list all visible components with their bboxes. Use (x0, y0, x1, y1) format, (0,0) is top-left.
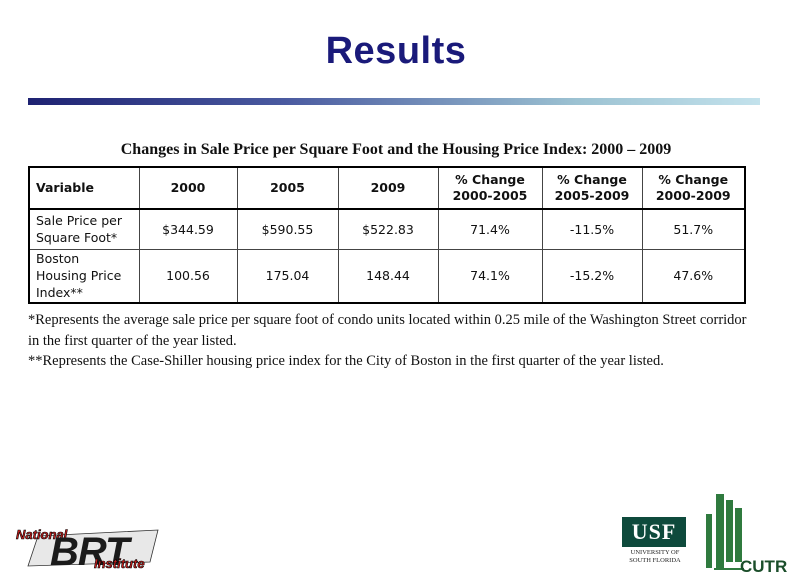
cutr-logo: CUTR (706, 494, 787, 574)
cell-value: 175.04 (236, 248, 339, 304)
cell-value: 74.1% (437, 248, 543, 304)
brt-logo-national-text: National (16, 527, 68, 542)
header-2005: 2005 (236, 166, 339, 210)
cell-value: $590.55 (236, 208, 339, 250)
header-2009: 2009 (337, 166, 439, 210)
national-brt-institute-logo: National BRT Institute (16, 527, 159, 572)
header-change-2005-2009: % Change 2005-2009 (541, 166, 643, 210)
header-change-2000-2009: % Change 2000-2009 (641, 166, 746, 210)
footnote-sale-price: *Represents the average sale price per s… (28, 312, 747, 349)
cutr-logo-bar (726, 500, 733, 562)
table-caption: Changes in Sale Price per Square Foot an… (120, 141, 672, 158)
cutr-logo-base (714, 568, 744, 570)
footnotes: *Represents the average sale price per s… (28, 310, 748, 372)
cell-value: -15.2% (541, 248, 643, 304)
cell-value: $522.83 (337, 208, 439, 250)
price-change-table: Variable 2000 2005 2009 % Change 2000-200… (28, 166, 746, 304)
title-divider-bar (28, 98, 760, 105)
brt-logo-institute-text: Institute (94, 556, 145, 571)
cell-value: 51.7% (641, 208, 746, 250)
cell-value: $344.59 (138, 208, 238, 250)
cell-value: 100.56 (138, 248, 238, 304)
row-label-housing-index: Boston Housing Price Index** (28, 248, 140, 304)
cell-value: 148.44 (337, 248, 439, 304)
header-change-2000-2005: % Change 2000-2005 (437, 166, 543, 210)
cutr-logo-bar (706, 514, 712, 568)
usf-logo-mark: USF (622, 517, 686, 547)
table-row: Boston Housing Price Index** 100.56 175.04… (28, 248, 746, 304)
row-label-sale-price: Sale Price per Square Foot* (28, 208, 140, 250)
cell-value: 47.6% (641, 248, 746, 304)
footnote-housing-index: **Represents the Case-Shiller housing pr… (28, 353, 664, 369)
cell-value: 71.4% (437, 208, 543, 250)
slide-title: Results (325, 30, 467, 72)
cutr-logo-bar (716, 494, 724, 568)
usf-logo: USF UNIVERSITY OF SOUTH FLORIDA (622, 517, 688, 567)
usf-logo-line1: UNIVERSITY OF (630, 549, 680, 556)
brt-logo-brt-text: BRT (50, 530, 133, 572)
header-2000: 2000 (138, 166, 238, 210)
cell-value: -11.5% (541, 208, 643, 250)
table-row: Sale Price per Square Foot* $344.59 $590.… (28, 208, 746, 250)
usf-logo-line2: SOUTH FLORIDA (629, 557, 681, 564)
table-header-row: Variable 2000 2005 2009 % Change 2000-200… (28, 166, 746, 210)
cutr-logo-bar (735, 508, 742, 562)
header-variable: Variable (28, 166, 140, 210)
cutr-logo-text: CUTR (740, 557, 787, 574)
